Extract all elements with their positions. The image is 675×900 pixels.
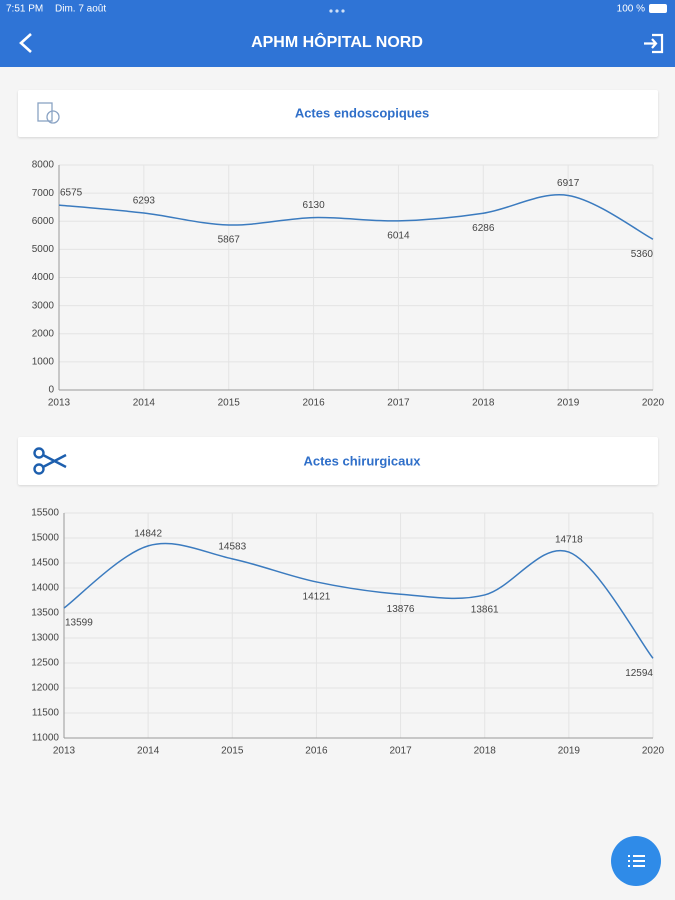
y-tick-label: 13000 — [31, 633, 59, 644]
data-label: 6917 — [557, 178, 580, 189]
y-tick-label: 1000 — [32, 357, 55, 368]
y-tick-label: 3000 — [32, 300, 55, 311]
scissors-icon — [33, 447, 67, 475]
x-tick-label: 2014 — [133, 398, 156, 409]
y-tick-label: 14000 — [31, 583, 59, 594]
back-button[interactable] — [19, 33, 32, 53]
x-tick-label: 2015 — [218, 398, 241, 409]
x-tick-label: 2016 — [305, 746, 328, 757]
data-label: 13876 — [387, 604, 415, 615]
data-label: 14718 — [555, 535, 583, 546]
x-tick-label: 2020 — [642, 398, 665, 409]
x-tick-label: 2018 — [472, 398, 495, 409]
x-tick-label: 2015 — [221, 746, 244, 757]
y-tick-label: 13500 — [31, 608, 59, 619]
x-tick-label: 2018 — [474, 746, 497, 757]
fab-list-icon — [628, 855, 645, 867]
y-tick-label: 2000 — [32, 328, 55, 339]
y-tick-label: 8000 — [32, 160, 55, 171]
status-date: Dim. 7 août — [55, 4, 106, 15]
data-line — [58, 194, 654, 240]
y-tick-label: 12500 — [31, 658, 59, 669]
y-tick-label: 4000 — [32, 272, 55, 283]
y-tick-label: 12000 — [31, 683, 59, 694]
x-tick-label: 2013 — [48, 398, 71, 409]
y-tick-label: 5000 — [32, 244, 55, 255]
x-tick-label: 2017 — [389, 746, 412, 757]
app-title: APHM HÔPITAL NORD — [251, 32, 423, 51]
y-tick-label: 11500 — [32, 708, 60, 719]
y-tick-label: 0 — [48, 385, 54, 396]
status-battery: 100 % — [617, 4, 645, 15]
data-label: 13599 — [65, 618, 93, 629]
y-tick-label: 15500 — [31, 508, 59, 519]
data-label: 6286 — [472, 223, 495, 234]
data-label: 12594 — [625, 668, 653, 679]
y-tick-label: 15000 — [31, 533, 59, 544]
data-label: 13861 — [471, 605, 499, 616]
data-line — [63, 542, 654, 659]
card-header — [18, 437, 658, 485]
data-label: 5360 — [631, 249, 654, 260]
x-tick-label: 2017 — [387, 398, 410, 409]
data-label: 14121 — [303, 592, 331, 603]
y-tick-label: 6000 — [32, 216, 55, 227]
logout-button[interactable] — [644, 33, 664, 54]
data-label: 6130 — [302, 200, 325, 211]
x-tick-label: 2013 — [53, 746, 76, 757]
battery-icon — [649, 4, 667, 13]
x-tick-label: 2016 — [302, 398, 325, 409]
x-tick-label: 2019 — [558, 746, 581, 757]
y-tick-label: 7000 — [32, 188, 55, 199]
data-label: 14842 — [134, 529, 162, 540]
endoscopy-icon — [37, 102, 60, 124]
card-header — [18, 90, 658, 137]
x-tick-label: 2014 — [137, 746, 160, 757]
x-tick-label: 2019 — [557, 398, 580, 409]
card-title: Actes endoscopiques — [295, 105, 429, 120]
multitask-dots — [329, 9, 345, 13]
card-title: Actes chirurgicaux — [303, 453, 421, 468]
y-tick-label: 11000 — [32, 733, 60, 744]
status-time: 7:51 PM — [6, 4, 43, 15]
data-label: 6293 — [133, 196, 156, 207]
data-label: 6014 — [387, 230, 410, 241]
y-tick-label: 14500 — [31, 558, 59, 569]
data-label: 6575 — [60, 188, 83, 199]
data-label: 5867 — [218, 235, 241, 246]
data-label: 14583 — [218, 541, 246, 552]
x-tick-label: 2020 — [642, 746, 665, 757]
